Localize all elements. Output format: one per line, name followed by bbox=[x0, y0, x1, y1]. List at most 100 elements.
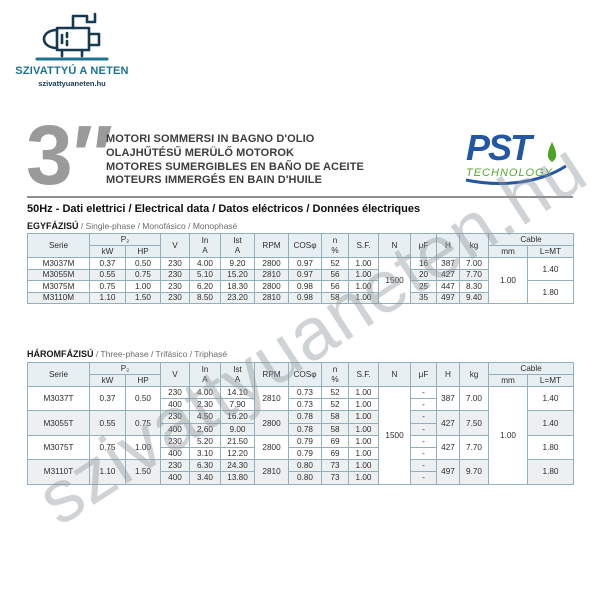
col-uf: μF bbox=[410, 362, 438, 387]
col-ist: Ist A bbox=[220, 362, 256, 387]
cell-ist: 15.20 bbox=[220, 268, 256, 281]
cell-serie: M3055T bbox=[27, 410, 90, 436]
cell-n: 69 bbox=[321, 434, 350, 448]
col-cable: Cable bbox=[488, 233, 575, 246]
cell-in: 4.00 bbox=[189, 385, 222, 400]
pst-name-text: PST bbox=[466, 127, 535, 168]
col-ist-label: Ist bbox=[233, 365, 242, 375]
table-row: 400 3.40 13.80 0.80 73 1.00 - bbox=[28, 471, 574, 485]
cell-uf: - bbox=[410, 422, 438, 436]
cell-in: 5.20 bbox=[189, 434, 222, 448]
cell-in: 3.10 bbox=[189, 446, 222, 461]
cell-in: 2.60 bbox=[189, 422, 222, 436]
cell-cable-lmt: 1.40 bbox=[527, 410, 575, 436]
cell-uf: 16 bbox=[410, 257, 438, 270]
cell-cable-lmt: 1.40 bbox=[527, 385, 575, 412]
cell-sf: 1.00 bbox=[348, 257, 380, 270]
col-in-unit: A bbox=[202, 374, 208, 384]
table-row: M3055M 0.55 0.75 230 5.10 15.20 2810 0.9… bbox=[27, 268, 574, 281]
table-row: M3037T 0.37 0.50 230 4.00 14.10 2810 0.7… bbox=[27, 385, 575, 485]
single-phase-label-bold: EGYFÁZISÚ bbox=[27, 221, 79, 231]
cell-cos: 0.79 bbox=[288, 434, 323, 448]
single-phase-table: Serie P₂ V In A Ist A RPM COSφ n% S.F. N μ… bbox=[27, 233, 575, 304]
cell-kg: 9.40 bbox=[459, 291, 490, 304]
cell-kw: 0.37 bbox=[89, 385, 126, 412]
brand-domain: szivattyuaneten.hu bbox=[38, 79, 106, 88]
pst-logo: PST TECHNOLOGY bbox=[462, 124, 574, 193]
cell-serie: M3055M bbox=[27, 268, 90, 281]
cell-in: 6.30 bbox=[189, 459, 222, 473]
motor-size-heading: 3″ bbox=[26, 108, 113, 202]
cell-ist: 16.20 bbox=[220, 410, 256, 424]
cell-cos: 0.97 bbox=[288, 268, 323, 281]
cell-cos: 0.78 bbox=[288, 422, 323, 436]
col-v: V bbox=[160, 362, 191, 387]
col-h: H bbox=[436, 362, 461, 387]
cell-ist: 21.50 bbox=[220, 434, 256, 448]
cell-serie: M3075T bbox=[27, 434, 90, 461]
cell-uf: - bbox=[410, 385, 438, 400]
col-v: V bbox=[160, 233, 191, 258]
cell-v: 230 bbox=[160, 459, 191, 473]
cell-in: 5.10 bbox=[189, 268, 222, 281]
cell-kg: 7.50 bbox=[459, 410, 490, 436]
cell-serie: M3110M bbox=[27, 291, 90, 304]
cell-ist: 23.20 bbox=[220, 291, 256, 304]
table-row: M3110T 1.10 1.50 230 6.30 24.30 2810 0.8… bbox=[27, 459, 575, 485]
cell-sf: 1.00 bbox=[348, 446, 380, 461]
cell-n: 52 bbox=[321, 398, 350, 412]
cell-in: 8.50 bbox=[189, 291, 222, 304]
cell-n: 58 bbox=[321, 410, 350, 424]
cell-ist: 24.30 bbox=[220, 459, 256, 473]
cell-hp: 1.50 bbox=[124, 291, 162, 304]
cell-sf: 1.00 bbox=[348, 385, 380, 400]
cell-sf: 1.00 bbox=[348, 459, 380, 473]
cell-h: 497 bbox=[436, 459, 461, 485]
col-lmt: L=MT bbox=[527, 245, 575, 258]
cell-h: 447 bbox=[436, 280, 461, 293]
col-mm: mm bbox=[488, 245, 529, 258]
cell-rpm: 2800 bbox=[254, 280, 290, 293]
cell-serie: M3075M bbox=[27, 280, 90, 293]
cell-uf: 25 bbox=[410, 280, 438, 293]
heading-languages: MOTORI SOMMERSI IN BAGNO D'OLIO OLAJHŰTÉ… bbox=[106, 133, 364, 188]
cell-h: 387 bbox=[436, 257, 461, 270]
pst-sub-text: TECHNOLOGY bbox=[466, 167, 553, 179]
cell-rpm: 2800 bbox=[254, 410, 290, 436]
cell-uf: - bbox=[410, 459, 438, 473]
table-row: M3110M 1.10 1.50 230 8.50 23.20 2810 0.9… bbox=[27, 291, 574, 304]
cell-v: 400 bbox=[160, 471, 191, 485]
cell-hp: 0.50 bbox=[124, 257, 162, 270]
single-phase-label: EGYFÁZISÚ / Single-phase / Monofásico / … bbox=[27, 221, 237, 231]
cell-h: 427 bbox=[436, 410, 461, 436]
col-n-unit: % bbox=[331, 245, 339, 255]
cell-h: 427 bbox=[436, 434, 461, 461]
cell-sf: 1.00 bbox=[348, 398, 380, 412]
table-row: M3055T 0.55 0.75 230 4.50 16.20 2800 0.7… bbox=[27, 410, 575, 436]
table-row: M3075T 0.75 1.00 230 5.20 21.50 2800 0.7… bbox=[27, 434, 575, 461]
cell-uf: - bbox=[410, 410, 438, 424]
cell-sf: 1.00 bbox=[348, 291, 380, 304]
cell-cos: 0.73 bbox=[288, 385, 323, 400]
table-row: M3037M 0.37 0.50 230 4.00 9.20 2800 0.97… bbox=[27, 257, 575, 304]
cell-cos: 0.78 bbox=[288, 410, 323, 424]
cell-kw: 1.10 bbox=[89, 459, 126, 485]
three-phase-label-bold: HÁROMFÁZISÚ bbox=[27, 349, 94, 359]
col-kg: kg bbox=[459, 233, 490, 258]
cell-cos: 0.73 bbox=[288, 398, 323, 412]
col-uf: μF bbox=[410, 233, 438, 258]
col-kw: kW bbox=[89, 374, 126, 387]
three-phase-label: HÁROMFÁZISÚ / Three-phase / Trifásico / … bbox=[27, 349, 227, 359]
cell-sf: 1.00 bbox=[348, 471, 380, 485]
cell-rpm: 2800 bbox=[254, 434, 290, 461]
cell-v: 230 bbox=[160, 280, 191, 293]
cell-cable-mm: 1.00 bbox=[488, 257, 529, 304]
cell-hp: 1.00 bbox=[124, 280, 162, 293]
col-ist-label: Ist bbox=[233, 236, 242, 246]
heading-line-hu: OLAJHŰTÉSŰ MERÜLŐ MOTOROK bbox=[106, 146, 295, 159]
cell-kg: 9.70 bbox=[459, 459, 490, 485]
cell-hp: 1.50 bbox=[124, 459, 162, 485]
cell-n: 56 bbox=[321, 268, 350, 281]
cell-n: 56 bbox=[321, 280, 350, 293]
